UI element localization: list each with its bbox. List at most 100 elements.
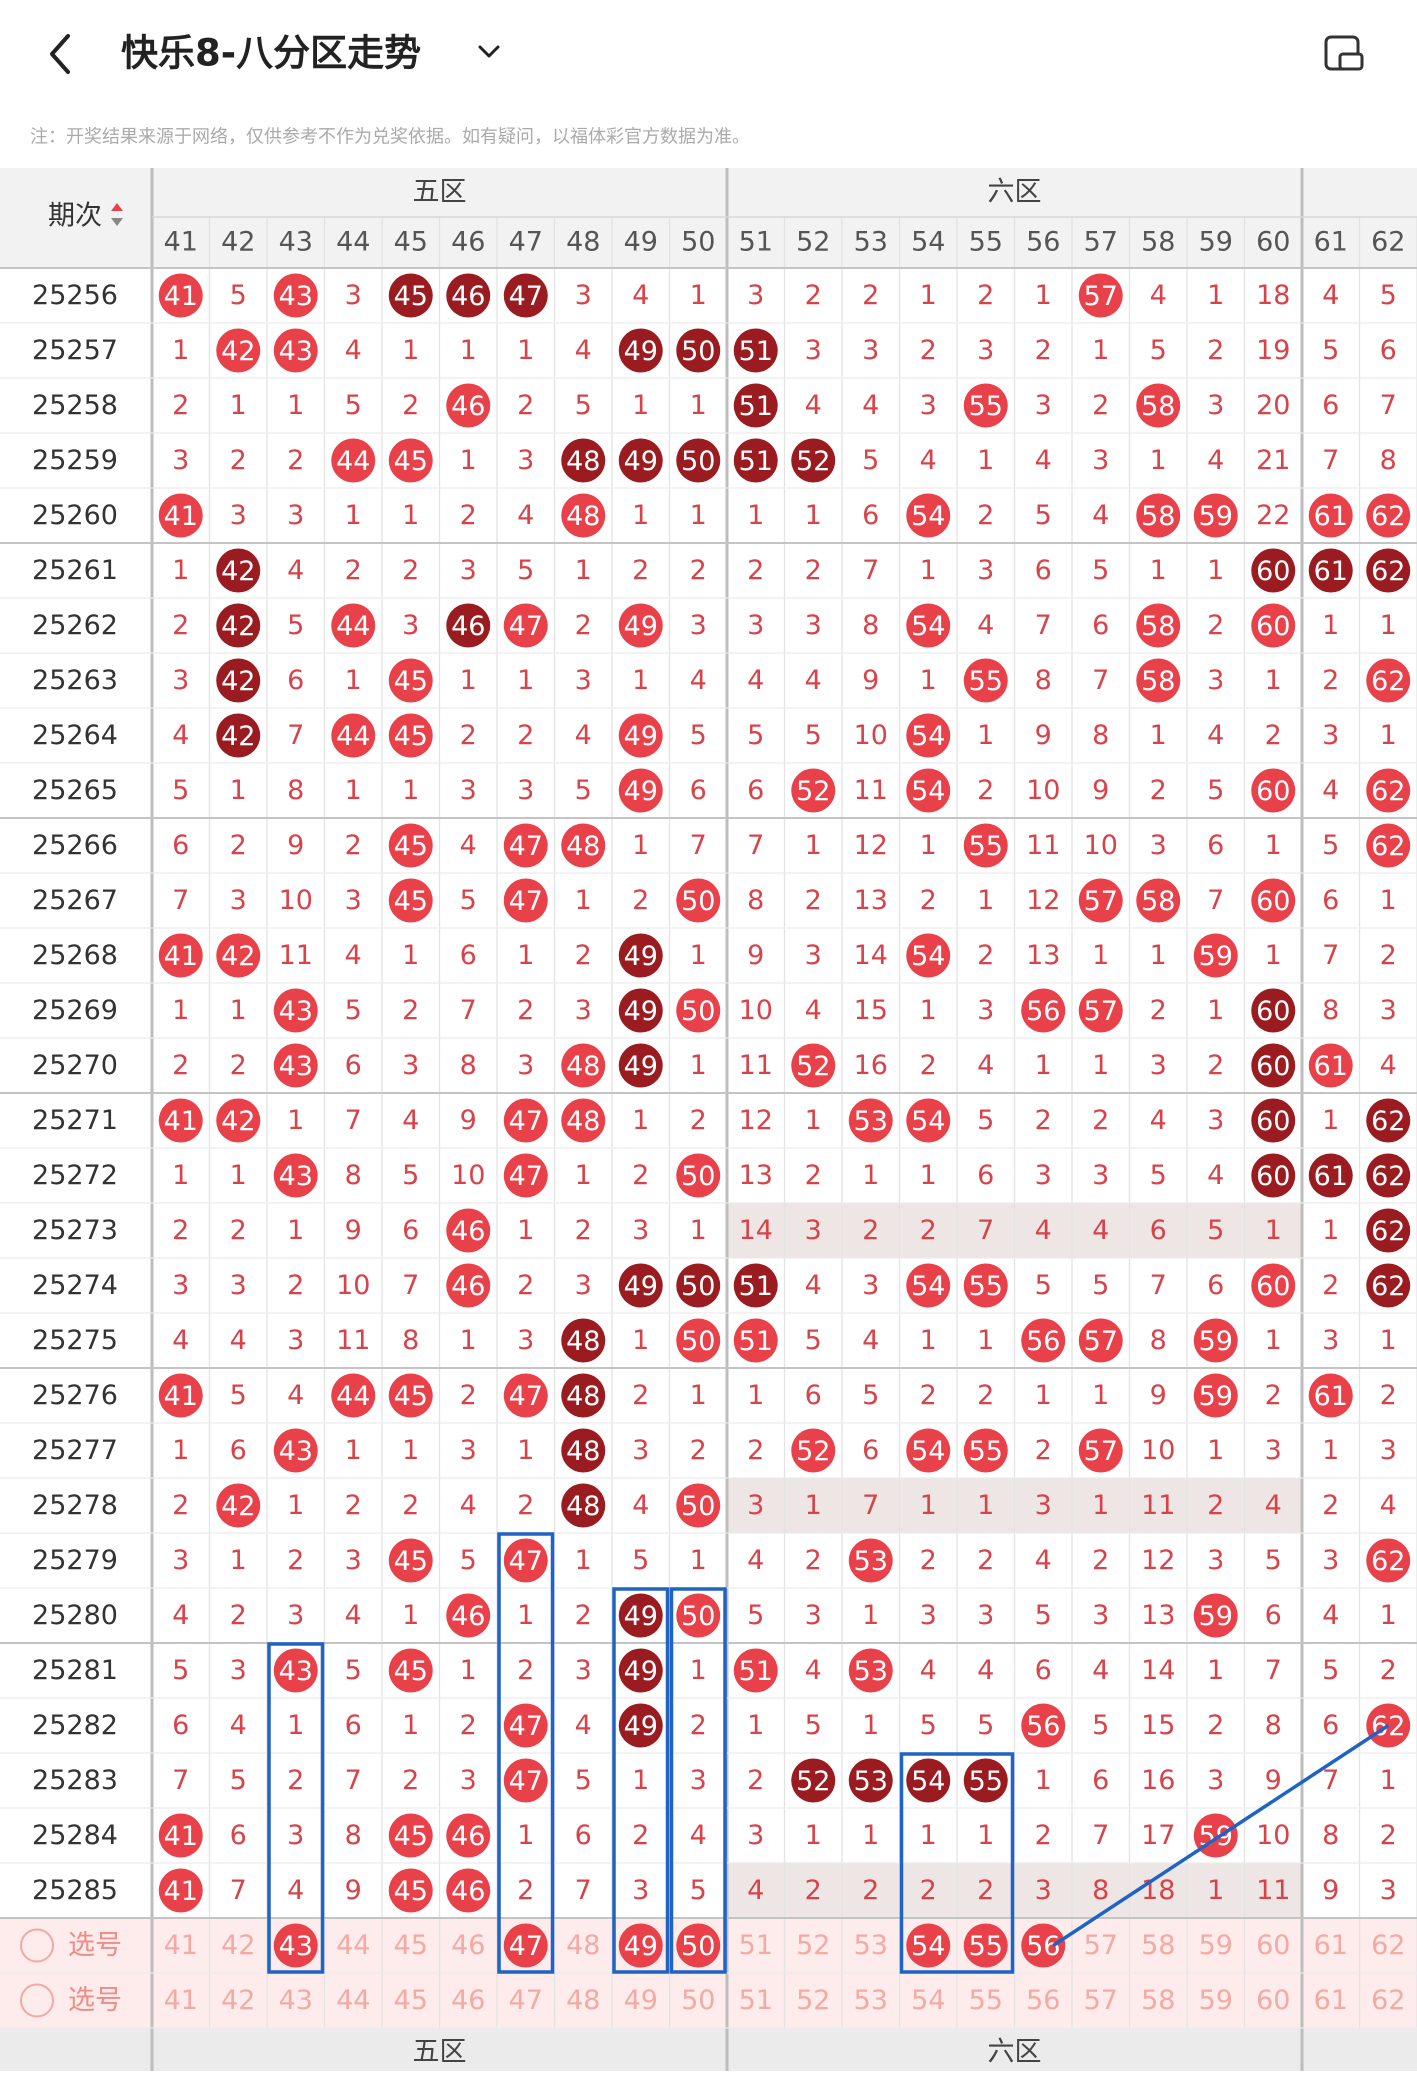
select-number[interactable]: 57 <box>1084 1985 1118 2016</box>
select-number[interactable]: 61 <box>1314 1930 1348 1961</box>
select-number[interactable]: 53 <box>854 1930 888 1961</box>
miss-count: 5 <box>1035 1270 1052 1301</box>
select-number[interactable]: 56 <box>1026 1985 1060 2016</box>
select-number[interactable]: 51 <box>739 1985 773 2016</box>
hit-ball <box>963 1758 1008 1803</box>
select-number[interactable]: 46 <box>451 1985 485 2016</box>
hit-ball <box>388 658 433 703</box>
select-number[interactable]: 58 <box>1141 1930 1175 1961</box>
miss-count: 1 <box>747 1710 764 1741</box>
issue-number: 25256 <box>32 280 118 311</box>
sort-down[interactable] <box>111 218 123 226</box>
hit-ball <box>906 713 951 758</box>
miss-count: 5 <box>1322 830 1339 861</box>
select-number[interactable]: 50 <box>681 1985 715 2016</box>
select-number[interactable]: 60 <box>1256 1985 1290 2016</box>
miss-count: 5 <box>1092 1270 1109 1301</box>
miss-count: 3 <box>172 445 189 476</box>
miss-count: 1 <box>920 665 937 696</box>
sort-up[interactable] <box>111 203 123 211</box>
miss-count: 1 <box>977 1820 994 1851</box>
select-number[interactable]: 47 <box>509 1985 543 2016</box>
miss-count: 1 <box>230 775 247 806</box>
hit-ball-number: 47 <box>509 1106 543 1137</box>
miss-count: 1 <box>632 665 649 696</box>
picked-ball-number: 49 <box>624 1931 658 1962</box>
hit-ball-number: 59 <box>1199 941 1233 972</box>
select-number[interactable]: 62 <box>1371 1930 1405 1961</box>
hit-ball <box>1308 1043 1353 1088</box>
miss-count: 12 <box>739 1105 773 1136</box>
select-number[interactable]: 42 <box>221 1985 255 2016</box>
select-number[interactable]: 54 <box>911 1985 945 2016</box>
select-number[interactable]: 52 <box>796 1985 830 2016</box>
picked-ball-number: 56 <box>1026 1931 1060 1962</box>
miss-count: 6 <box>1322 885 1339 916</box>
select-number[interactable]: 41 <box>164 1930 198 1961</box>
hit-ball <box>503 273 548 318</box>
select-number[interactable]: 48 <box>566 1930 600 1961</box>
select-number[interactable]: 60 <box>1256 1930 1290 1961</box>
issue-number: 25278 <box>32 1490 118 1521</box>
miss-count: 11 <box>1141 1490 1175 1521</box>
select-number[interactable]: 55 <box>969 1985 1003 2016</box>
select-number[interactable]: 45 <box>394 1930 428 1961</box>
hit-ball <box>1136 603 1181 648</box>
select-number[interactable]: 44 <box>336 1985 370 2016</box>
miss-count: 8 <box>460 1050 477 1081</box>
select-number[interactable]: 44 <box>336 1930 370 1961</box>
picked-ball <box>676 1923 721 1968</box>
miss-count: 8 <box>1380 445 1397 476</box>
select-number[interactable]: 53 <box>854 1985 888 2016</box>
hit-ball <box>273 1153 318 1198</box>
select-number[interactable]: 52 <box>796 1930 830 1961</box>
miss-count: 10 <box>739 995 773 1026</box>
rotate-icon[interactable] <box>1324 35 1364 71</box>
select-number[interactable]: 58 <box>1141 1985 1175 2016</box>
hit-ball <box>733 328 778 373</box>
select-radio[interactable] <box>20 1928 54 1963</box>
hit-ball-number: 49 <box>624 1711 658 1742</box>
hit-ball <box>388 878 433 923</box>
select-number[interactable]: 62 <box>1371 1985 1405 2016</box>
select-number[interactable]: 57 <box>1084 1930 1118 1961</box>
annotation-box <box>612 1587 670 1974</box>
select-number[interactable]: 59 <box>1199 1985 1233 2016</box>
miss-count: 1 <box>977 445 994 476</box>
miss-count: 11 <box>1026 830 1060 861</box>
hit-ball-number: 54 <box>911 611 945 642</box>
title-dropdown[interactable] <box>478 45 500 58</box>
miss-count: 1 <box>402 940 419 971</box>
select-radio[interactable] <box>20 1983 54 2018</box>
miss-count: 2 <box>632 885 649 916</box>
miss-count: 2 <box>517 720 534 751</box>
hit-ball-number: 59 <box>1199 1326 1233 1357</box>
hit-ball <box>561 1318 606 1363</box>
miss-count: 6 <box>402 1215 419 1246</box>
select-number[interactable]: 41 <box>164 1985 198 2016</box>
hit-ball-number: 48 <box>566 1326 600 1357</box>
back-button[interactable] <box>50 34 70 74</box>
miss-count: 6 <box>1380 335 1397 366</box>
select-number[interactable]: 49 <box>624 1985 658 2016</box>
column-number: 50 <box>681 227 715 258</box>
hit-ball <box>216 713 261 758</box>
select-number[interactable]: 45 <box>394 1985 428 2016</box>
select-number[interactable]: 48 <box>566 1985 600 2016</box>
miss-count: 7 <box>1207 885 1224 916</box>
miss-count: 3 <box>1207 1765 1224 1796</box>
miss-count: 9 <box>345 1875 362 1906</box>
miss-count: 6 <box>1035 1655 1052 1686</box>
select-number[interactable]: 59 <box>1199 1930 1233 1961</box>
select-number[interactable]: 61 <box>1314 1985 1348 2016</box>
miss-count: 10 <box>279 885 313 916</box>
select-number[interactable]: 42 <box>221 1930 255 1961</box>
select-number[interactable]: 46 <box>451 1930 485 1961</box>
issue-number: 25266 <box>32 830 118 861</box>
select-number[interactable]: 43 <box>279 1985 313 2016</box>
miss-count: 1 <box>805 1105 822 1136</box>
miss-count: 4 <box>345 1600 362 1631</box>
select-number[interactable]: 51 <box>739 1930 773 1961</box>
miss-count: 3 <box>1322 720 1339 751</box>
hit-ball-number: 60 <box>1256 886 1290 917</box>
